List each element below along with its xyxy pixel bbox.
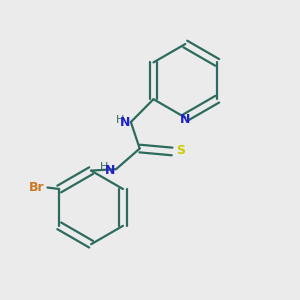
Text: N: N <box>120 116 131 129</box>
Text: N: N <box>104 164 115 177</box>
Text: Br: Br <box>29 181 45 194</box>
Text: N: N <box>180 112 190 126</box>
Text: H: H <box>116 115 124 125</box>
Text: H: H <box>100 162 108 172</box>
Text: S: S <box>176 144 185 158</box>
